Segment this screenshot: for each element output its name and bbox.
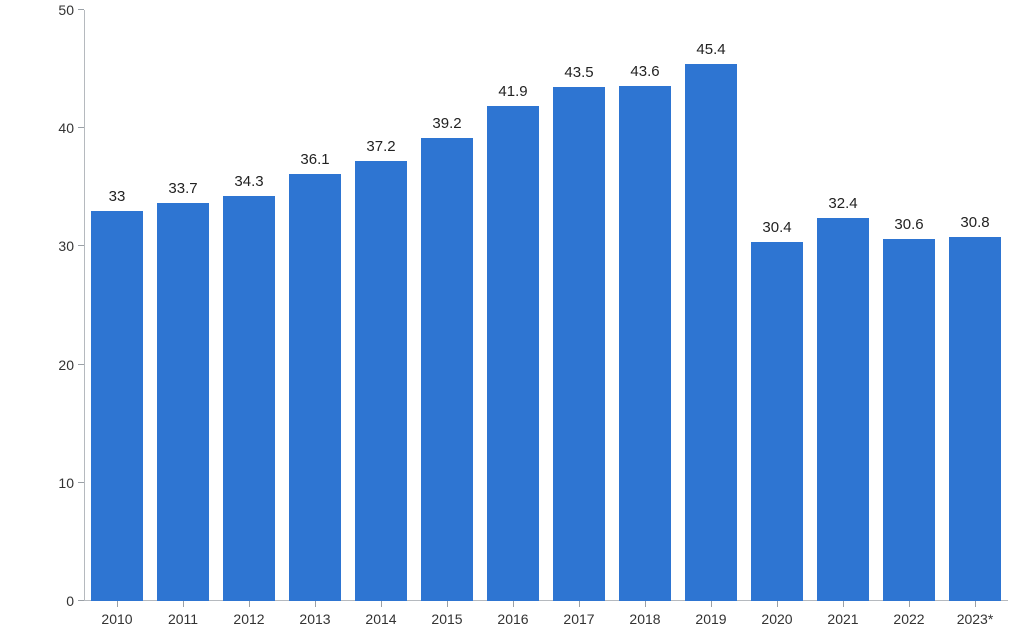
- plot-area: 33201033.7201134.3201236.1201337.2201439…: [84, 10, 1008, 601]
- y-tick-label: 30: [58, 238, 84, 254]
- bar-slot: 39.22015: [414, 10, 480, 601]
- bar-slot: 33.72011: [150, 10, 216, 601]
- bar: [751, 242, 802, 601]
- y-tick-label: 20: [58, 357, 84, 373]
- bar-value-label: 33: [84, 188, 150, 205]
- y-tick-mark: [78, 482, 84, 483]
- bar-value-label: 32.4: [810, 195, 876, 212]
- x-tick-label: 2023*: [942, 601, 1008, 627]
- bar-slot: 36.12013: [282, 10, 348, 601]
- bar-slot: 43.62018: [612, 10, 678, 601]
- bar: [223, 196, 274, 601]
- x-tick-label: 2013: [282, 601, 348, 627]
- x-tick-label: 2010: [84, 601, 150, 627]
- bar: [487, 106, 538, 601]
- bar-slot: 37.22014: [348, 10, 414, 601]
- bar-value-label: 34.3: [216, 173, 282, 190]
- bar: [157, 203, 208, 601]
- y-tick-label: 50: [58, 2, 84, 18]
- x-tick-label: 2014: [348, 601, 414, 627]
- bar: [553, 87, 604, 601]
- bar-value-label: 30.8: [942, 214, 1008, 231]
- y-tick-mark: [78, 9, 84, 10]
- bar-value-label: 41.9: [480, 83, 546, 100]
- bar-slot: 32.42021: [810, 10, 876, 601]
- bar: [619, 86, 670, 601]
- x-tick-label: 2017: [546, 601, 612, 627]
- y-tick-label: 40: [58, 120, 84, 136]
- bar-slot: 30.42020: [744, 10, 810, 601]
- y-tick-mark: [78, 600, 84, 601]
- bar-value-label: 37.2: [348, 138, 414, 155]
- bar-value-label: 33.7: [150, 180, 216, 197]
- y-tick-mark: [78, 127, 84, 128]
- bar: [289, 174, 340, 601]
- bar-value-label: 43.5: [546, 64, 612, 81]
- bar-value-label: 39.2: [414, 115, 480, 132]
- bar-slot: 30.82023*: [942, 10, 1008, 601]
- revenue-bar-chart: Revenue in billion U.S. dollars 33201033…: [0, 0, 1024, 639]
- x-tick-label: 2021: [810, 601, 876, 627]
- bar-value-label: 45.4: [678, 41, 744, 58]
- bar: [421, 138, 472, 601]
- x-tick-label: 2018: [612, 601, 678, 627]
- y-tick-label: 0: [66, 593, 84, 609]
- bar-slot: 332010: [84, 10, 150, 601]
- bar: [91, 211, 142, 601]
- bar-slot: 41.92016: [480, 10, 546, 601]
- y-tick-mark: [78, 245, 84, 246]
- bar-value-label: 43.6: [612, 63, 678, 80]
- bar: [685, 64, 736, 601]
- x-tick-label: 2011: [150, 601, 216, 627]
- bar-slot: 34.32012: [216, 10, 282, 601]
- bar-slot: 30.62022: [876, 10, 942, 601]
- x-tick-label: 2015: [414, 601, 480, 627]
- y-tick-label: 10: [58, 475, 84, 491]
- x-tick-label: 2019: [678, 601, 744, 627]
- x-tick-label: 2016: [480, 601, 546, 627]
- bar: [817, 218, 868, 601]
- bar: [883, 239, 934, 601]
- bar-value-label: 30.6: [876, 216, 942, 233]
- bar-slot: 43.52017: [546, 10, 612, 601]
- x-tick-label: 2012: [216, 601, 282, 627]
- bar-slot: 45.42019: [678, 10, 744, 601]
- bar: [355, 161, 406, 601]
- bar-value-label: 30.4: [744, 219, 810, 236]
- y-tick-mark: [78, 364, 84, 365]
- x-tick-label: 2020: [744, 601, 810, 627]
- x-tick-label: 2022: [876, 601, 942, 627]
- bars-container: 33201033.7201134.3201236.1201337.2201439…: [84, 10, 1008, 601]
- bar: [949, 237, 1000, 601]
- bar-value-label: 36.1: [282, 151, 348, 168]
